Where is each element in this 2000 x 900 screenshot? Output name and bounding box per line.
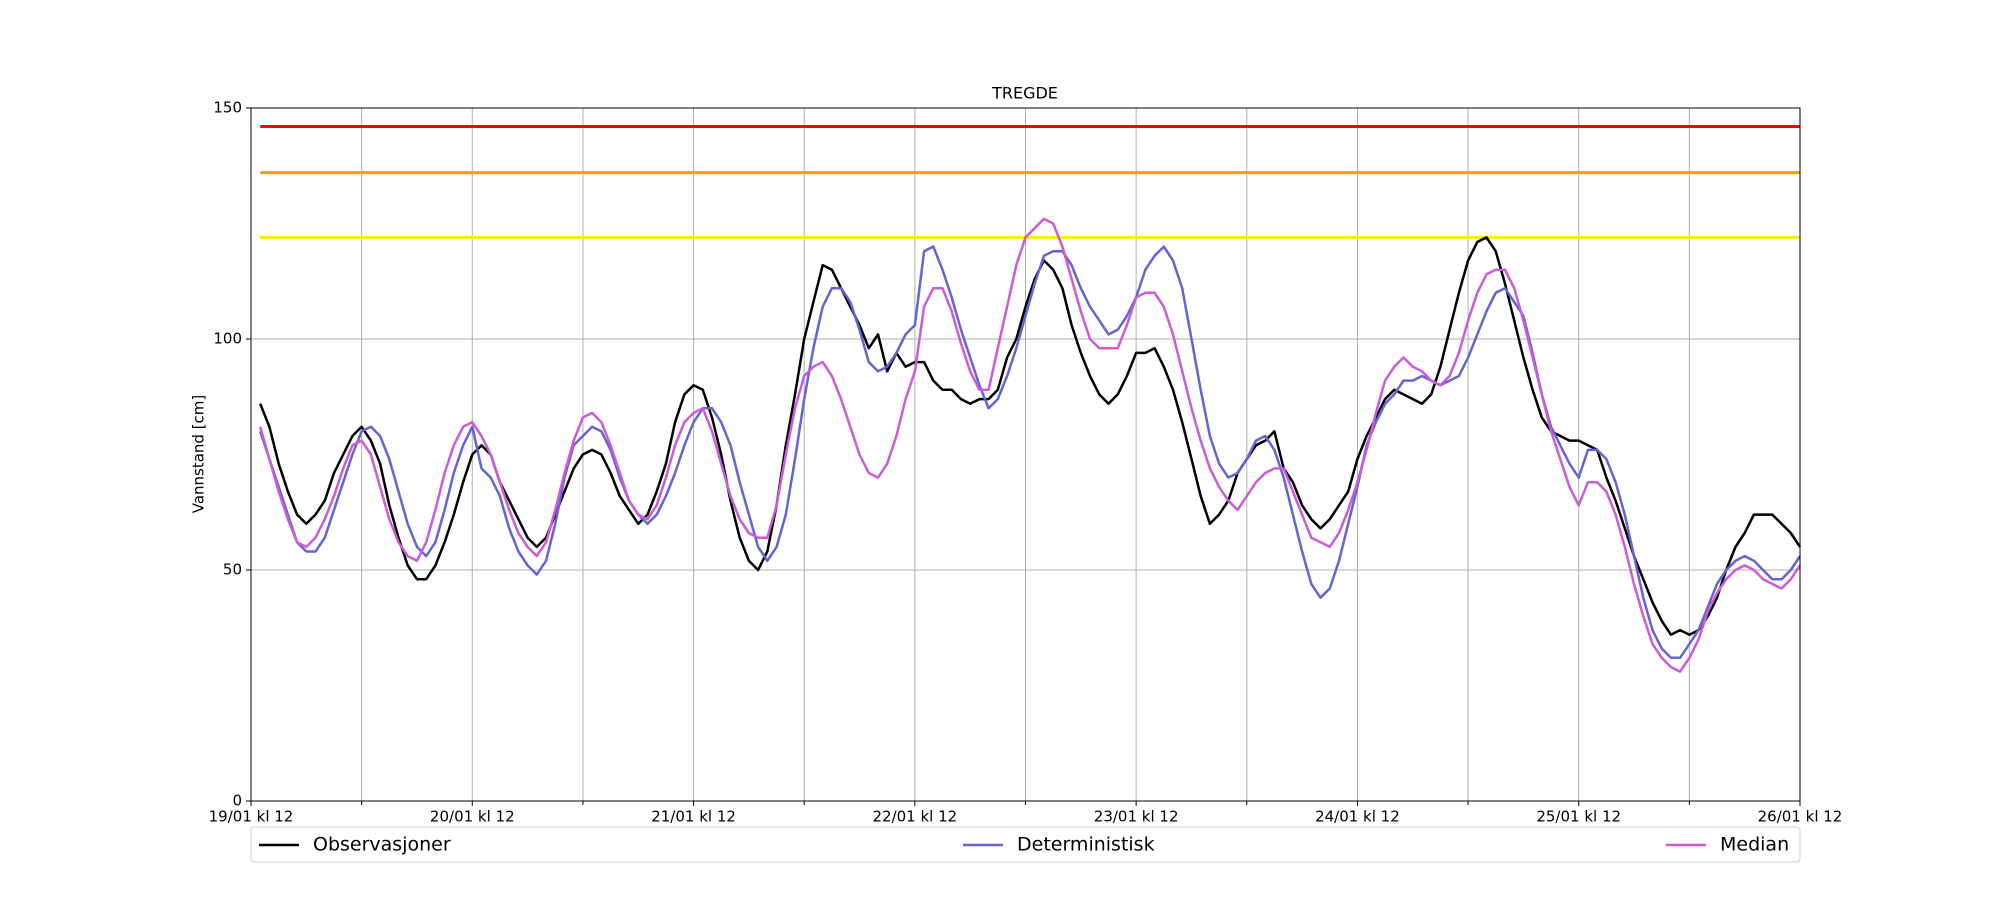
legend-box — [250, 826, 1801, 863]
x-tick-label: 23/01 kl 12 — [1094, 808, 1179, 826]
x-tick-label: 22/01 kl 12 — [872, 808, 957, 826]
x-tick-label: 25/01 kl 12 — [1536, 808, 1621, 826]
x-tick-label: 21/01 kl 12 — [651, 808, 736, 826]
y-axis-label: Vannstand [cm] — [190, 395, 208, 514]
series-line — [259, 236, 1802, 636]
x-tick-label: 20/01 kl 12 — [430, 808, 515, 826]
legend-label: Deterministisk — [1017, 834, 1155, 856]
plot: 0 50 100 150 19/01 kl 12 20/01 kl 12 21/01 kl … — [209, 99, 1843, 863]
x-tick-label: 19/01 kl 12 — [209, 808, 294, 826]
plot-frame — [250, 107, 1801, 802]
legend-label: Median — [1720, 834, 1789, 856]
y-tick-label: 150 — [213, 99, 242, 117]
series-line — [258, 217, 1802, 673]
y-tick-label: 0 — [232, 792, 242, 810]
x-tick-label: 24/01 kl 12 — [1315, 808, 1400, 826]
legend-label: Observasjoner — [313, 834, 451, 856]
chart-title: TREGDE — [991, 84, 1058, 103]
y-tick-label: 50 — [223, 561, 242, 579]
x-tick-label: 26/01 kl 12 — [1758, 808, 1843, 826]
y-tick-label: 100 — [213, 330, 242, 348]
